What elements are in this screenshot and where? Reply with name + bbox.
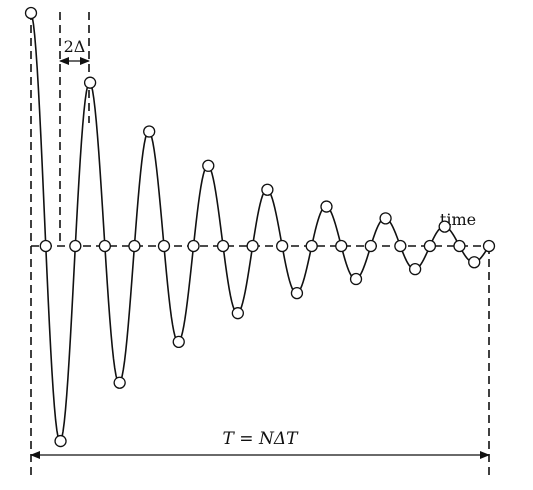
total-length-label: T = NΔT <box>223 429 300 449</box>
sample-point <box>438 220 451 233</box>
sample-point <box>320 200 333 213</box>
sample-point <box>423 239 437 253</box>
sample-point <box>246 239 259 253</box>
sample-point <box>364 239 377 253</box>
sample-point <box>468 256 481 269</box>
sample-point <box>128 239 141 253</box>
sample-point <box>83 76 97 89</box>
sample-point <box>216 239 230 253</box>
sample-point <box>276 239 289 253</box>
sample-point <box>453 239 466 253</box>
sample-point <box>305 239 318 253</box>
sample-point <box>113 376 126 389</box>
sample-point <box>172 335 185 348</box>
sample-point <box>290 286 304 300</box>
sample-point <box>157 239 171 253</box>
sample-point <box>39 239 52 253</box>
sample-point <box>69 239 82 253</box>
sample-point <box>231 307 244 320</box>
sample-point <box>187 239 200 253</box>
sample-point <box>98 239 112 253</box>
sample-point <box>202 159 215 172</box>
sample-point <box>143 125 156 138</box>
sample-point <box>394 239 407 253</box>
sample-point <box>24 6 38 20</box>
sample-point <box>54 434 67 448</box>
sample-point <box>482 239 496 253</box>
sample-point <box>335 239 348 253</box>
sample-point <box>379 212 392 225</box>
sample-point <box>261 183 274 196</box>
signal-layer <box>24 6 496 448</box>
sample-point <box>349 272 363 286</box>
sample-point <box>408 262 422 276</box>
damped-signal-curve <box>30 12 490 442</box>
sample-spacing-label: 2Δ <box>64 37 86 56</box>
